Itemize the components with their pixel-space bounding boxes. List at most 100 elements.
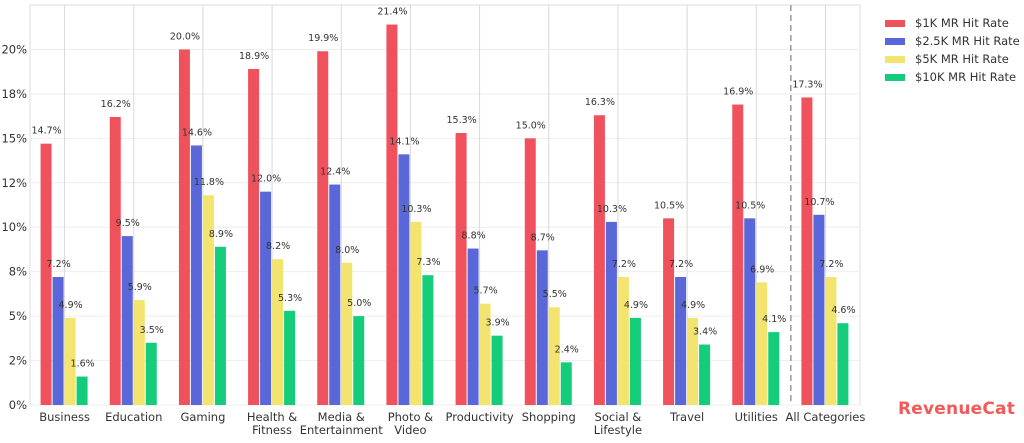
bar bbox=[121, 236, 133, 405]
bar bbox=[64, 317, 76, 405]
data-label: 12.4% bbox=[320, 167, 350, 178]
y-tick-label: 5% bbox=[9, 309, 27, 323]
data-label: 7.2% bbox=[669, 259, 693, 270]
data-label: 10.7% bbox=[804, 197, 834, 208]
data-label: 7.2% bbox=[612, 259, 636, 270]
bar bbox=[768, 332, 780, 405]
bar bbox=[248, 69, 260, 405]
y-tick-label: 10% bbox=[1, 220, 27, 234]
bar bbox=[329, 184, 341, 405]
bar bbox=[410, 221, 422, 405]
bar bbox=[284, 310, 296, 405]
bar bbox=[260, 191, 272, 405]
data-label: 7.3% bbox=[416, 257, 440, 268]
data-label: 8.8% bbox=[462, 231, 486, 242]
x-tick-label: Photo & Video bbox=[388, 410, 433, 437]
bar bbox=[479, 303, 491, 405]
x-tick-label: Education bbox=[105, 410, 162, 424]
data-label: 15.3% bbox=[446, 115, 476, 126]
bar bbox=[756, 282, 768, 405]
legend-swatch bbox=[885, 73, 905, 81]
data-label: 8.2% bbox=[266, 241, 290, 252]
data-label: 11.8% bbox=[194, 177, 224, 188]
bar bbox=[52, 277, 64, 405]
data-label: 5.3% bbox=[278, 293, 302, 304]
data-label: 10.5% bbox=[654, 200, 684, 211]
data-label: 4.9% bbox=[59, 300, 83, 311]
bar bbox=[825, 277, 837, 405]
legend: $1K MR Hit Rate $2.5K MR Hit Rate $5K MR H… bbox=[885, 14, 1020, 86]
data-label: 16.3% bbox=[585, 97, 615, 108]
legend-swatch bbox=[885, 37, 905, 45]
bar bbox=[178, 49, 190, 405]
x-tick-label: Social & Lifestyle bbox=[594, 410, 642, 437]
data-label: 14.6% bbox=[182, 127, 212, 138]
data-label: 7.2% bbox=[47, 259, 71, 270]
data-label: 9.5% bbox=[116, 218, 140, 229]
legend-label: $1K MR Hit Rate bbox=[915, 16, 1009, 30]
legend-label: $2.5K MR Hit Rate bbox=[915, 34, 1020, 48]
data-label: 3.9% bbox=[486, 318, 510, 329]
data-label: 14.7% bbox=[31, 126, 61, 137]
data-label: 3.4% bbox=[693, 327, 717, 338]
bar bbox=[398, 154, 410, 405]
data-label: 8.0% bbox=[335, 245, 359, 256]
bar bbox=[548, 307, 560, 405]
data-label: 8.9% bbox=[209, 229, 233, 240]
data-label: 5.7% bbox=[474, 286, 498, 297]
data-label: 19.9% bbox=[308, 33, 338, 44]
legend-swatch bbox=[885, 19, 905, 27]
legend-item: $2.5K MR Hit Rate bbox=[885, 32, 1020, 50]
bar bbox=[455, 133, 467, 405]
x-tick-label: Health & Fitness bbox=[247, 410, 297, 437]
bar bbox=[732, 104, 744, 406]
y-tick-label: 8% bbox=[9, 265, 27, 279]
data-label: 20.0% bbox=[170, 31, 200, 42]
bar bbox=[687, 317, 699, 405]
bar bbox=[133, 300, 145, 405]
bar bbox=[629, 317, 641, 405]
x-tick-label: Gaming bbox=[180, 410, 225, 424]
bar bbox=[202, 195, 214, 405]
legend-label: $5K MR Hit Rate bbox=[915, 52, 1009, 66]
data-label: 2.4% bbox=[555, 344, 579, 355]
data-label: 10.5% bbox=[735, 200, 765, 211]
data-label: 16.2% bbox=[101, 99, 131, 110]
data-label: 10.3% bbox=[401, 204, 431, 215]
y-tick-label: 12% bbox=[1, 176, 27, 190]
y-tick-label: 0% bbox=[9, 398, 27, 412]
legend-item: $1K MR Hit Rate bbox=[885, 14, 1020, 32]
bar bbox=[214, 246, 226, 405]
bar bbox=[801, 97, 813, 405]
legend-swatch bbox=[885, 55, 905, 63]
revenuecat-logo: RevenueCat bbox=[898, 399, 1016, 419]
bar bbox=[663, 218, 675, 405]
bar bbox=[699, 344, 711, 405]
x-tick-label: Utilities bbox=[735, 410, 778, 424]
x-tick-label: All Categories bbox=[785, 410, 865, 424]
data-label: 4.6% bbox=[831, 305, 855, 316]
bar bbox=[744, 218, 756, 405]
data-label: 4.9% bbox=[681, 300, 705, 311]
bar bbox=[145, 342, 157, 405]
data-label: 6.9% bbox=[750, 264, 774, 275]
x-tick-label: Travel bbox=[669, 410, 704, 424]
data-label: 17.3% bbox=[792, 79, 822, 90]
bar bbox=[675, 277, 687, 405]
legend-label: $10K MR Hit Rate bbox=[915, 70, 1017, 84]
y-tick-label: 2% bbox=[9, 354, 27, 368]
data-label: 14.1% bbox=[389, 136, 419, 147]
data-label: 5.5% bbox=[543, 289, 567, 300]
bar bbox=[467, 248, 479, 405]
data-label: 5.9% bbox=[128, 282, 152, 293]
data-label: 1.6% bbox=[71, 359, 95, 370]
bar bbox=[837, 323, 849, 405]
x-tick-label: Business bbox=[39, 410, 90, 424]
data-label: 15.0% bbox=[516, 120, 546, 131]
bar bbox=[593, 115, 605, 405]
bar bbox=[341, 262, 353, 405]
bar bbox=[386, 24, 398, 406]
legend-item: $5K MR Hit Rate bbox=[885, 50, 1020, 68]
x-tick-label: Shopping bbox=[522, 410, 576, 424]
